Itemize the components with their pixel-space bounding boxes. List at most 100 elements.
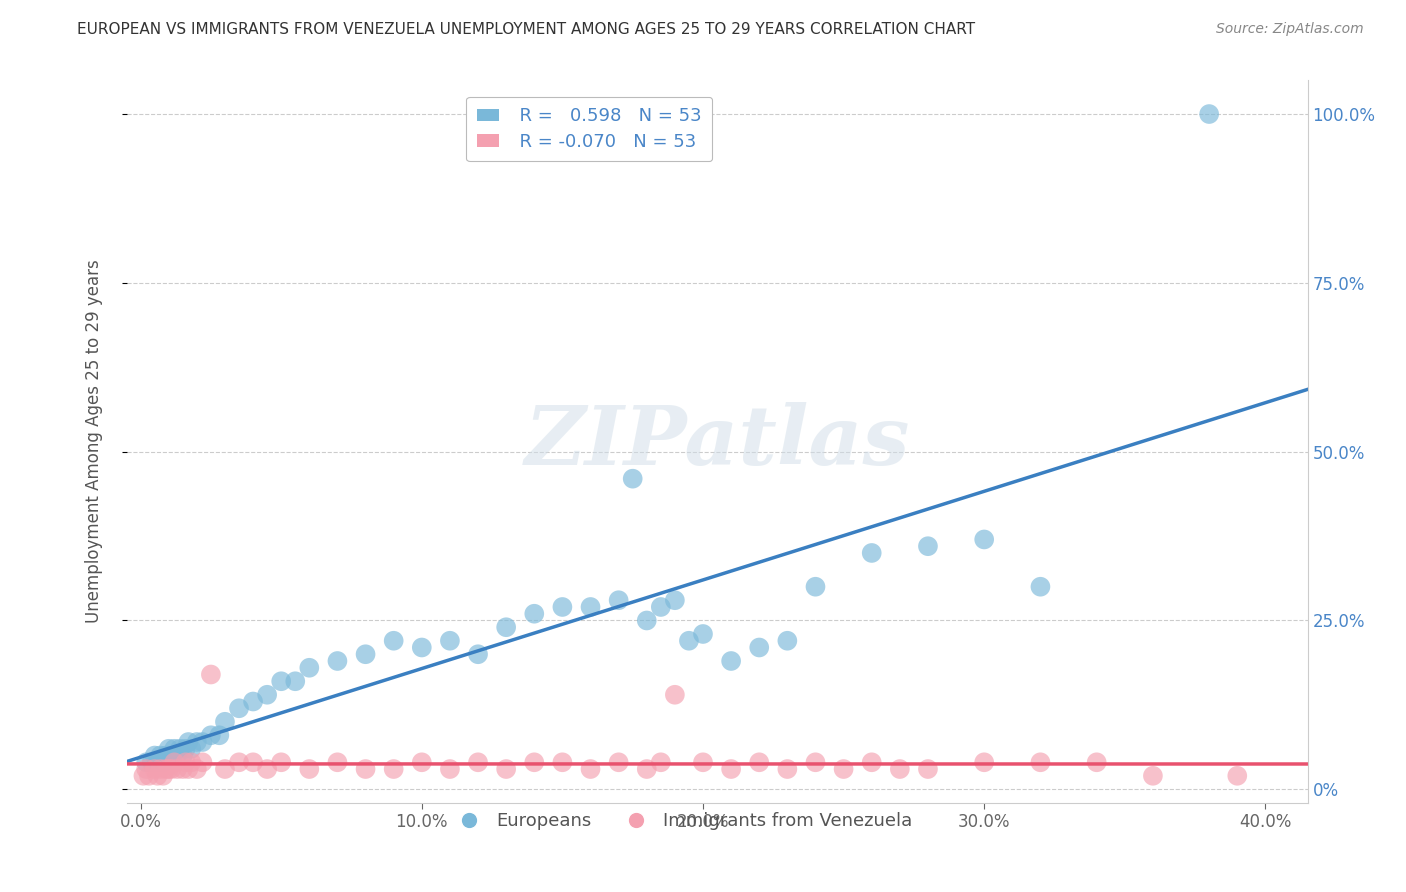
Point bbox=[860, 546, 883, 560]
Point bbox=[284, 674, 307, 689]
Point bbox=[579, 762, 602, 776]
Point bbox=[973, 756, 995, 770]
Point bbox=[495, 762, 517, 776]
Point bbox=[200, 728, 222, 742]
Point bbox=[135, 762, 157, 776]
Point bbox=[143, 748, 166, 763]
Point bbox=[298, 661, 321, 675]
Point bbox=[495, 620, 517, 634]
Point bbox=[776, 762, 799, 776]
Point bbox=[607, 756, 630, 770]
Point bbox=[636, 762, 658, 776]
Point bbox=[172, 762, 194, 776]
Point bbox=[1142, 769, 1164, 783]
Point bbox=[411, 756, 433, 770]
Point bbox=[973, 533, 995, 547]
Point bbox=[860, 756, 883, 770]
Point bbox=[720, 762, 742, 776]
Y-axis label: Unemployment Among Ages 25 to 29 years: Unemployment Among Ages 25 to 29 years bbox=[84, 260, 103, 624]
Point bbox=[141, 756, 163, 770]
Point bbox=[650, 756, 672, 770]
Point bbox=[143, 762, 166, 776]
Point bbox=[270, 756, 292, 770]
Point bbox=[551, 599, 574, 614]
Point bbox=[138, 769, 160, 783]
Point bbox=[776, 633, 799, 648]
Point bbox=[748, 756, 770, 770]
Point bbox=[607, 593, 630, 607]
Point bbox=[152, 769, 174, 783]
Point bbox=[169, 741, 191, 756]
Point bbox=[1085, 756, 1108, 770]
Point bbox=[664, 688, 686, 702]
Point bbox=[889, 762, 911, 776]
Point bbox=[621, 472, 644, 486]
Point bbox=[228, 756, 250, 770]
Point bbox=[200, 667, 222, 681]
Point bbox=[551, 756, 574, 770]
Point bbox=[155, 762, 177, 776]
Point bbox=[157, 741, 180, 756]
Text: Source: ZipAtlas.com: Source: ZipAtlas.com bbox=[1216, 22, 1364, 37]
Legend: Europeans, Immigrants from Venezuela: Europeans, Immigrants from Venezuela bbox=[443, 805, 920, 837]
Point bbox=[174, 741, 197, 756]
Point bbox=[354, 762, 377, 776]
Point bbox=[692, 756, 714, 770]
Point bbox=[228, 701, 250, 715]
Point bbox=[636, 614, 658, 628]
Point bbox=[523, 607, 546, 621]
Point bbox=[917, 762, 939, 776]
Point bbox=[172, 748, 194, 763]
Point bbox=[467, 756, 489, 770]
Point bbox=[748, 640, 770, 655]
Point bbox=[166, 762, 188, 776]
Point bbox=[160, 748, 183, 763]
Point bbox=[326, 756, 349, 770]
Point bbox=[155, 748, 177, 763]
Point bbox=[186, 735, 208, 749]
Point bbox=[242, 756, 264, 770]
Point bbox=[804, 756, 827, 770]
Point bbox=[270, 674, 292, 689]
Text: ZIPatlas: ZIPatlas bbox=[524, 401, 910, 482]
Point bbox=[135, 756, 157, 770]
Point bbox=[177, 735, 200, 749]
Point bbox=[180, 756, 202, 770]
Point bbox=[523, 756, 546, 770]
Point bbox=[1226, 769, 1249, 783]
Point bbox=[208, 728, 231, 742]
Point bbox=[191, 756, 214, 770]
Point bbox=[1029, 756, 1052, 770]
Point bbox=[166, 748, 188, 763]
Point bbox=[160, 762, 183, 776]
Point bbox=[650, 599, 672, 614]
Point bbox=[354, 647, 377, 661]
Point bbox=[804, 580, 827, 594]
Point bbox=[579, 599, 602, 614]
Point bbox=[177, 762, 200, 776]
Point bbox=[146, 769, 169, 783]
Point bbox=[917, 539, 939, 553]
Point bbox=[149, 748, 172, 763]
Point bbox=[467, 647, 489, 661]
Point bbox=[382, 762, 405, 776]
Point bbox=[157, 762, 180, 776]
Point bbox=[132, 769, 155, 783]
Point bbox=[149, 762, 172, 776]
Point bbox=[152, 756, 174, 770]
Point bbox=[1029, 580, 1052, 594]
Point bbox=[163, 756, 186, 770]
Point bbox=[163, 741, 186, 756]
Point bbox=[678, 633, 700, 648]
Point bbox=[439, 762, 461, 776]
Point bbox=[720, 654, 742, 668]
Point bbox=[174, 756, 197, 770]
Point bbox=[1198, 107, 1220, 121]
Point bbox=[146, 756, 169, 770]
Point bbox=[214, 762, 236, 776]
Point bbox=[256, 688, 278, 702]
Point bbox=[692, 627, 714, 641]
Point bbox=[180, 741, 202, 756]
Point bbox=[382, 633, 405, 648]
Point bbox=[256, 762, 278, 776]
